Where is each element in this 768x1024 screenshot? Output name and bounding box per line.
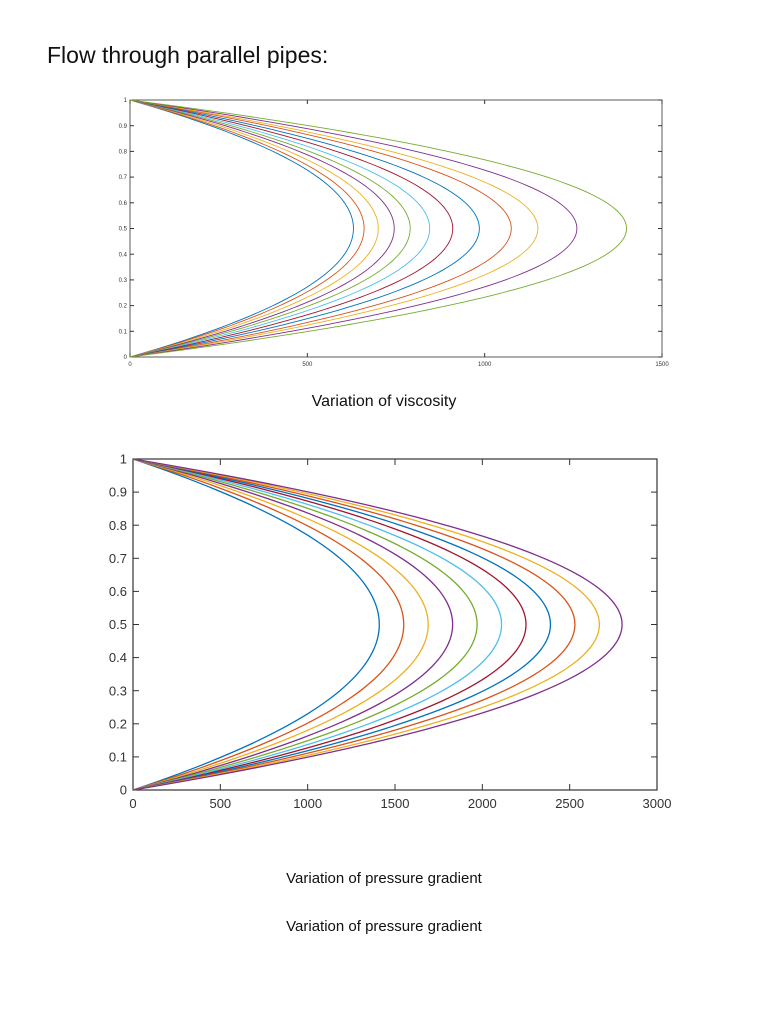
- series-line-8: [132, 458, 552, 791]
- series-line-7: [129, 99, 454, 358]
- pressure-gradient-caption-repeat: Variation of pressure gradient: [286, 918, 482, 935]
- y-tick-label: 0.8: [109, 518, 127, 533]
- y-tick-label: 0.5: [109, 617, 127, 632]
- page-heading: Flow through parallel pipes:: [47, 42, 329, 68]
- x-tick-label: 1000: [293, 796, 322, 811]
- y-tick-label: 0.9: [109, 485, 127, 500]
- y-tick-label: 0.3: [119, 278, 128, 284]
- x-tick-label: 500: [302, 362, 313, 368]
- x-tick-label: 0: [129, 796, 136, 811]
- y-tick-label: 0.8: [119, 150, 128, 156]
- series-line-1: [132, 458, 380, 791]
- series-line-3: [132, 458, 429, 791]
- y-tick-label: 0.4: [119, 252, 128, 258]
- series-line-2: [132, 458, 405, 791]
- y-tick-label: 0.6: [109, 584, 127, 599]
- y-tick-label: 0: [124, 355, 128, 361]
- y-tick-label: 0.3: [109, 683, 127, 698]
- x-tick-label: 1500: [655, 362, 669, 368]
- series-line-6: [132, 458, 503, 791]
- series-line-4: [129, 99, 395, 358]
- y-tick-label: 0.6: [119, 201, 128, 207]
- y-tick-label: 1: [124, 98, 128, 104]
- series-line-8: [129, 99, 480, 358]
- series-line-9: [132, 458, 576, 791]
- series-line-5: [132, 458, 478, 791]
- y-tick-label: 0: [120, 783, 127, 798]
- x-tick-label: 1500: [381, 796, 410, 811]
- x-tick-label: 1000: [478, 362, 492, 368]
- series-line-11: [129, 99, 578, 358]
- y-tick-label: 0.1: [109, 749, 127, 764]
- y-tick-label: 0.1: [119, 329, 128, 335]
- series-line-9: [129, 99, 512, 358]
- viscosity-caption: Variation of viscosity: [311, 393, 457, 410]
- x-tick-label: 3000: [643, 796, 672, 811]
- y-tick-label: 0.2: [119, 304, 128, 310]
- x-tick-label: 500: [209, 796, 231, 811]
- series-line-2: [129, 99, 365, 358]
- y-tick-label: 0.5: [119, 227, 128, 233]
- series-line-1: [129, 99, 354, 358]
- series-line-7: [132, 458, 527, 791]
- x-tick-label: 2500: [555, 796, 584, 811]
- series-line-10: [132, 458, 601, 791]
- pressure-gradient-caption: Variation of pressure gradient: [286, 870, 482, 887]
- series-line-4: [132, 458, 454, 791]
- plot-frame: [132, 458, 658, 791]
- series-line-12: [129, 99, 627, 358]
- x-tick-label: 0: [128, 362, 132, 368]
- y-tick-label: 0.4: [109, 650, 127, 665]
- y-tick-label: 0.7: [119, 175, 128, 181]
- y-tick-label: 0.7: [109, 551, 127, 566]
- pressure-gradient-chart: 0 500 1000 1500 2000 2500 3000 0 0.1 0.2 0.3 0.4 0.5…: [109, 452, 672, 811]
- y-tick-label: 1: [120, 452, 127, 467]
- y-tick-label: 0.9: [119, 124, 128, 130]
- series-line-10: [129, 99, 539, 358]
- series-line-11: [132, 458, 623, 791]
- x-tick-label: 2000: [468, 796, 497, 811]
- viscosity-chart: 0 500 1000 1500 0 0.1 0.2 0.3 0.4 0.5 0.6 0.7 0.8 0.9…: [119, 98, 670, 368]
- series-line-3: [129, 99, 379, 358]
- series-line-6: [129, 99, 431, 358]
- y-tick-label: 0.2: [109, 716, 127, 731]
- series-line-5: [129, 99, 411, 358]
